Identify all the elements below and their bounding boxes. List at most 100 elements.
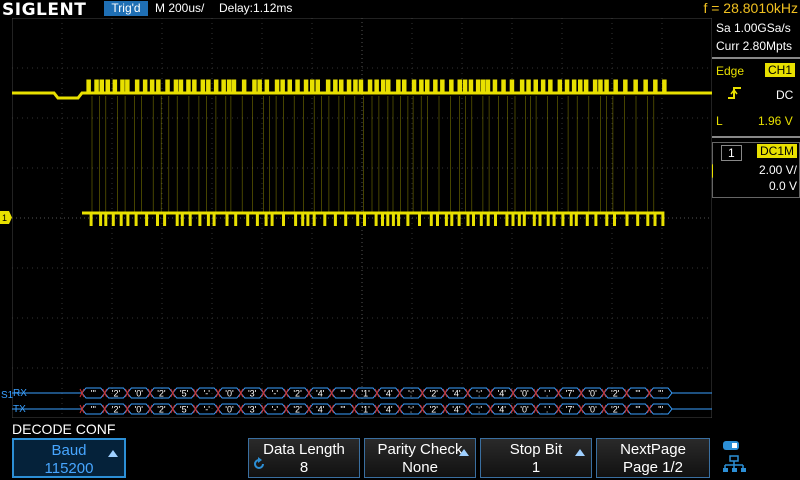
bus-packet-label: '1' [361, 405, 370, 415]
bus-packet-label: '2' [293, 389, 302, 399]
frame-boundary-mark [624, 404, 630, 414]
frame-boundary-mark [442, 388, 448, 398]
frame-boundary-mark [646, 404, 652, 414]
trace-segment [82, 213, 664, 226]
frame-boundary-mark [79, 404, 85, 414]
frame-boundary-mark [329, 404, 335, 414]
channel-panel[interactable]: 1 DC1M 2.00 V/ 0.0 V [712, 142, 800, 198]
frame-boundary-mark [351, 388, 357, 398]
bus-packet-label: '4' [384, 405, 393, 415]
channel-offset: 0.0 V [768, 179, 797, 193]
bus-packet-label: '2' [112, 405, 121, 415]
data-length-label: Data Length [263, 441, 345, 458]
bus-packet-label: '-' [272, 389, 279, 399]
bus-packet-label: '2' [157, 389, 166, 399]
frame-boundary-mark [601, 404, 607, 414]
bus-packet-label: '4' [498, 389, 507, 399]
bus-packet-label: '.' [544, 389, 550, 399]
frame-boundary-mark [124, 388, 130, 398]
up-arrow-icon [108, 450, 118, 457]
bus-packet-label: '-' [204, 389, 211, 399]
bus-packet-label: '7' [566, 389, 575, 399]
bus-packet-label: '.' [544, 405, 550, 415]
frame-boundary-mark [578, 404, 584, 414]
next-page-button[interactable]: NextPage Page 1/2 [596, 438, 710, 478]
frame-boundary-mark [397, 388, 403, 398]
bus-marker-label: S1 [1, 390, 14, 401]
bus-packet-label: '4' [452, 389, 461, 399]
bus-packet-label: ''' [91, 389, 96, 399]
sample-rate-readout: Sa 1.00GSa/s [716, 21, 791, 35]
bus-packet-label: '0' [225, 405, 234, 415]
bus-packet-label: ''' [635, 389, 640, 399]
trigger-type-label: Edge [716, 64, 745, 78]
frame-boundary-mark [374, 388, 380, 398]
parity-check-button[interactable]: Parity Check None [364, 438, 476, 478]
frame-boundary-mark [646, 388, 652, 398]
up-arrow-icon [575, 449, 585, 456]
timebase-readout: M 200us/ [155, 1, 205, 15]
bus-packet-label: ''' [91, 405, 96, 415]
bus-packet-label: '5' [180, 405, 189, 415]
frame-boundary-mark [147, 404, 153, 414]
frame-boundary-mark [397, 404, 403, 414]
frame-boundary-mark [102, 388, 108, 398]
frame-boundary-mark [533, 388, 539, 398]
bus-packet-label: ''' [635, 405, 640, 415]
frame-boundary-mark [215, 404, 221, 414]
stop-bit-label: Stop Bit [509, 441, 563, 458]
frame-boundary-mark [193, 404, 198, 414]
bus-packet-label: '0' [520, 389, 529, 399]
bus-packet-label: '2' [430, 389, 439, 399]
delay-readout: Delay:1.12ms [219, 1, 293, 15]
divider [712, 57, 800, 59]
frame-boundary-mark [465, 388, 471, 398]
memory-depth-readout: Curr 2.80Mpts [716, 39, 793, 53]
frame-boundary-mark [624, 388, 630, 398]
stop-bit-button[interactable]: Stop Bit 1 [480, 438, 592, 478]
waveform-display[interactable]: ''' '2' '0' '2' '5' '-' '0' '3' '-' '2' '4' ''' '1' '… [12, 18, 712, 418]
parity-value: None [402, 459, 438, 476]
bus-packet-label: '7' [566, 405, 575, 415]
trace-segment [91, 96, 655, 213]
frame-boundary-mark [238, 388, 244, 398]
stop-bit-value: 1 [531, 459, 541, 476]
frame-boundary-mark [102, 404, 108, 414]
bus-packet-label: ''' [340, 405, 345, 415]
bus-packet-label: ''' [340, 389, 345, 399]
bus-packet-label: '2' [611, 389, 620, 399]
bus-packet-label: '0' [135, 389, 144, 399]
bus-packet-label: ':' [408, 405, 414, 415]
channel-number: 1 [721, 145, 742, 161]
frequency-readout: f = 28.8010kHz [703, 0, 798, 16]
rx-label: RX [13, 388, 27, 399]
bus-packet-label: '2' [157, 405, 166, 415]
channel-1-trace [12, 79, 712, 226]
bus-packet-label: '-' [204, 405, 211, 415]
bus-packet-label: ':' [408, 389, 414, 399]
status-bar: SIGLENT Trig'd M 200us/ Delay:1.12ms f =… [0, 0, 800, 20]
frame-boundary-mark [419, 388, 425, 398]
frame-boundary-mark [351, 404, 357, 414]
brand-logo: SIGLENT [2, 0, 87, 20]
frame-boundary-mark [374, 404, 380, 414]
baud-label: Baud [51, 442, 87, 459]
bus-packet-label: '2' [293, 405, 302, 415]
next-page-value: Page 1/2 [622, 459, 684, 476]
bus-packet-label: '3' [248, 389, 257, 399]
frame-boundary-mark [601, 388, 607, 398]
menu-title: DECODE CONF [12, 421, 116, 437]
up-arrow-icon [459, 449, 469, 456]
uart-bus-decode: ''' '2' '0' '2' '5' '-' '0' '3' '-' '2' '4' ''' '1' '… [12, 387, 712, 415]
frame-boundary-mark [488, 388, 493, 398]
bus-packet-label: '4' [384, 389, 393, 399]
baud-value: 115200 [44, 460, 94, 477]
bus-packet [648, 387, 673, 399]
trigger-level-value: 1.96 V [758, 114, 793, 128]
frame-boundary-mark [261, 388, 266, 398]
frame-boundary-mark [79, 388, 85, 398]
frame-boundary-mark [510, 404, 516, 414]
data-length-button[interactable]: Data Length 8 [248, 438, 360, 478]
rising-edge-icon [728, 87, 741, 99]
baud-button[interactable]: Baud 115200 [12, 438, 126, 478]
